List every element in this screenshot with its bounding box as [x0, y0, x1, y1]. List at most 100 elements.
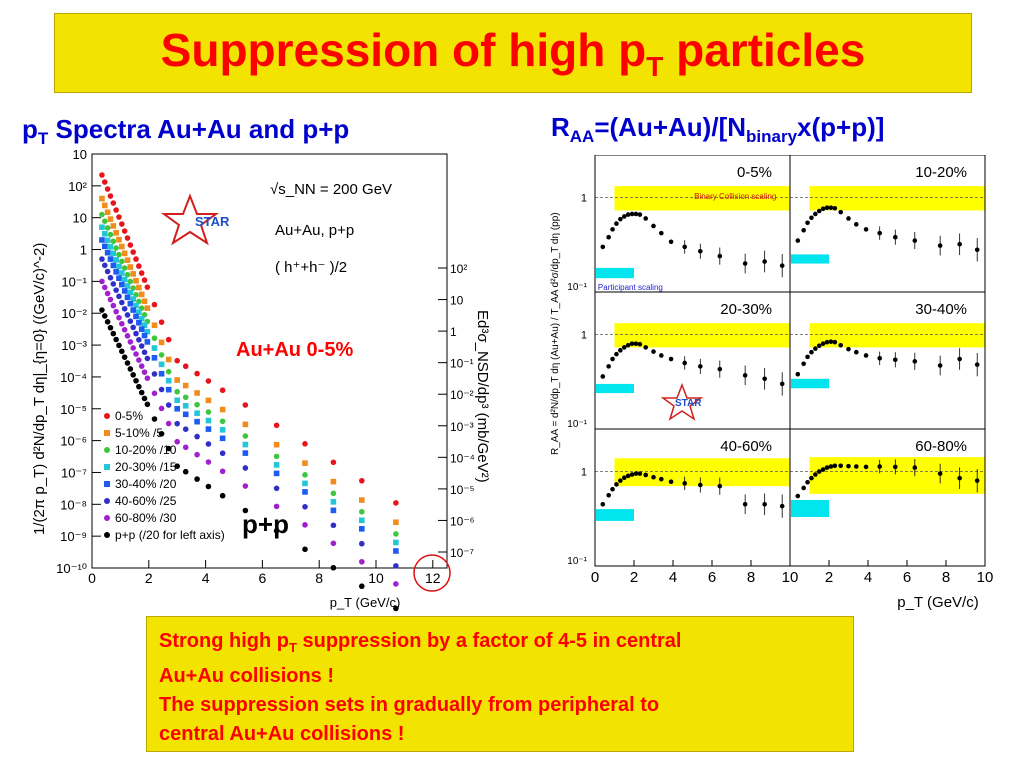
spectra-point: [194, 390, 200, 396]
spectra-point: [141, 322, 148, 328]
raa-point: [809, 349, 814, 355]
spectra-point: [104, 209, 111, 216]
spectra-point: [99, 307, 105, 313]
spectra-point: [194, 401, 200, 408]
spectra-point: [99, 172, 105, 178]
spectra-point: [330, 490, 337, 497]
star-logo-icon: STAR: [160, 193, 230, 246]
raa-point: [816, 343, 822, 349]
raa-point: [682, 360, 687, 366]
raa-y-tick-label: 10⁻¹: [567, 282, 587, 293]
raa-point: [717, 366, 723, 372]
spectra-point: [110, 302, 117, 309]
spectra-point: [174, 397, 180, 404]
raa-point: [651, 223, 656, 229]
spectra-point: [119, 320, 125, 327]
spectra-point: [110, 330, 117, 337]
slide-title: Suppression of high pT particles: [160, 23, 866, 83]
spectra-point: [205, 426, 212, 432]
spectra-point: [219, 435, 226, 442]
spectra-point: [130, 372, 136, 378]
spectra-point: [165, 402, 172, 408]
spectra-point: [182, 402, 189, 409]
system-annotation: Au+Au, p+p: [275, 222, 354, 239]
spectra-point: [104, 237, 111, 244]
raa-point: [621, 214, 627, 219]
raa-x-tick-label: 4: [864, 569, 872, 586]
spectra-point: [136, 309, 142, 315]
raa-panel-title: 30-40%: [915, 301, 967, 318]
spectra-point: [242, 421, 249, 428]
spectra-point: [158, 386, 165, 393]
raa-point: [854, 349, 859, 355]
spectra-point: [141, 395, 148, 402]
spectra-y-label: 1/(2π p_T) d²N/dp_T dη|_{η=0} ((GeV/c)^-…: [31, 243, 48, 535]
spectra-point: [151, 355, 158, 361]
raa-point: [912, 238, 918, 243]
spectra-point: [393, 531, 399, 537]
spectra-point: [302, 472, 308, 478]
participant-band: [790, 254, 829, 264]
spectra-x-ticks: 0 2 4 6 8 10 12: [88, 560, 441, 586]
raa-point: [957, 241, 962, 247]
spectra-point: [182, 426, 189, 432]
spectra-point: [242, 483, 249, 489]
spectra-point: [151, 345, 158, 351]
raa-point: [801, 485, 806, 491]
raa-point: [742, 261, 748, 266]
raa-point: [762, 376, 767, 382]
spectra-point: [182, 382, 189, 389]
raa-point: [813, 211, 818, 217]
spectra-point: [107, 324, 114, 331]
spectra-point: [121, 228, 128, 234]
legend-label: 0-5%: [115, 409, 143, 423]
spectra-point: [330, 564, 337, 571]
spectra-point: [107, 193, 114, 199]
raa-point: [937, 363, 943, 368]
spectra-point: [144, 339, 151, 345]
raa-point: [824, 339, 830, 345]
spectra-point: [133, 302, 139, 309]
participant-band: [595, 509, 634, 521]
raa-point: [795, 371, 801, 377]
raa-point: [698, 364, 703, 369]
spectra-point: [124, 333, 131, 339]
spectra-point: [194, 418, 200, 425]
spectra-point: [151, 390, 158, 397]
spectra-point: [121, 305, 128, 312]
spectra-point: [124, 257, 131, 264]
energy-annotation: √s_NN = 200 GeV: [270, 181, 392, 198]
raa-point: [614, 351, 619, 357]
spectra-point: [101, 313, 108, 319]
spectra-y-ticks: 10 10² 10 1 10⁻¹ 10⁻² 10⁻³ 10⁻⁴ 10⁻⁵ 10⁻⁶ 10⁻⁷ 10⁻⁸…: [56, 147, 101, 576]
raa-point: [846, 216, 851, 221]
participant-band: [595, 383, 634, 394]
spectra-point: [302, 546, 308, 553]
raa-point: [832, 339, 838, 345]
right-y-tick-label: 1: [450, 325, 457, 339]
spectra-point: [194, 410, 200, 416]
spectra-point: [242, 450, 249, 456]
spectra-point: [219, 427, 226, 433]
raa-point: [717, 253, 723, 259]
spectra-point: [136, 284, 142, 291]
raa-point: [637, 341, 643, 347]
raa-panel: 10-20%: [789, 155, 986, 293]
spectra-point: [141, 332, 148, 339]
spectra-point: [104, 249, 111, 256]
spectra-point: [138, 389, 145, 396]
spectra-point: [130, 249, 136, 255]
spectra-point: [174, 463, 180, 469]
raa-point: [717, 483, 723, 489]
spectra-point: [130, 345, 136, 351]
right-heading: RAA=(Au+Au)/[Nbinaryx(p+p)]: [551, 112, 885, 147]
spectra-point: [194, 476, 200, 482]
raa-point: [863, 464, 869, 470]
right-y-tick-label: 10⁻¹: [450, 357, 474, 371]
raa-point: [893, 464, 898, 470]
raa-point: [668, 239, 674, 245]
spectra-point: [359, 558, 365, 565]
raa-point: [606, 234, 611, 240]
y-tick-label: 1: [80, 243, 87, 258]
raa-point: [633, 211, 639, 217]
